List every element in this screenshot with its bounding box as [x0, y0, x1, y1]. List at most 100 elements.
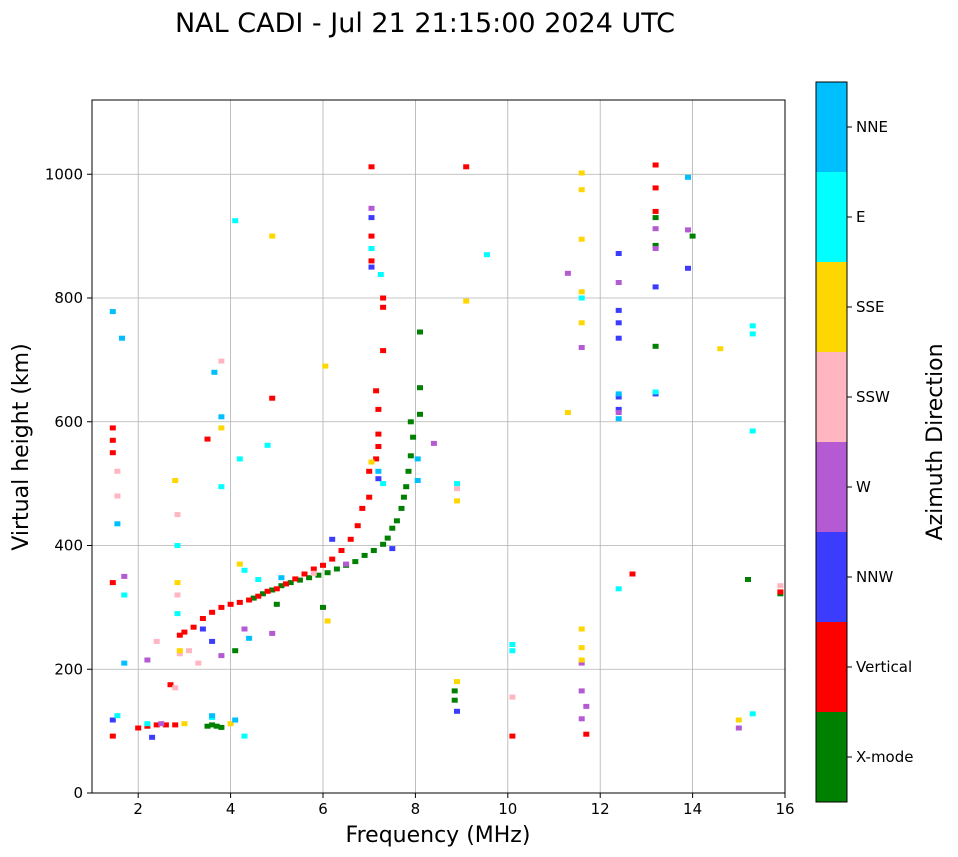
echo-point [172, 685, 179, 691]
echo-point [287, 580, 294, 586]
echo-point [375, 468, 382, 474]
echo-point [368, 233, 375, 239]
echo-point [366, 494, 373, 500]
echo-point [121, 592, 128, 598]
echo-point [211, 369, 218, 375]
echo-point [375, 444, 382, 449]
echo-point [361, 552, 368, 558]
echo-point [400, 494, 407, 500]
echo-point [370, 548, 377, 553]
echo-point [354, 523, 361, 529]
echo-point [454, 708, 460, 714]
echo-point [186, 648, 192, 654]
echo-point [451, 697, 458, 703]
echo-point [615, 307, 622, 313]
echo-point [255, 593, 262, 599]
echo-point [389, 525, 396, 531]
echo-point [241, 733, 248, 739]
echo-point [227, 721, 234, 727]
echo-point [749, 428, 756, 434]
echo-point [246, 597, 253, 603]
echo-point [209, 609, 216, 615]
echo-point [368, 164, 375, 170]
echo-point [241, 626, 248, 632]
echo-point [368, 264, 375, 270]
echo-point [338, 548, 345, 553]
echo-point [749, 711, 756, 717]
echo-point [114, 713, 121, 719]
echo-point [615, 406, 622, 412]
echo-point [172, 722, 179, 728]
echo-point [273, 601, 280, 607]
echo-point [615, 394, 622, 400]
echo-point [232, 218, 239, 224]
echo-point [153, 638, 160, 644]
echo-point [109, 309, 116, 315]
echo-point [578, 660, 585, 666]
colorbar-frame [815, 81, 848, 803]
echo-point [250, 595, 257, 601]
echo-point [209, 722, 216, 728]
echo-point [578, 688, 585, 694]
echo-point [144, 721, 151, 727]
echo-point [717, 346, 724, 352]
echo-point [199, 626, 206, 632]
echo-point [209, 638, 216, 644]
echo-point [735, 717, 742, 723]
echo-point [454, 486, 460, 492]
echo-point [174, 611, 181, 617]
chart-title: NAL CADI - Jul 21 21:15:00 2024 UTC [175, 8, 675, 39]
echo-point [333, 566, 340, 572]
echo-point [149, 734, 156, 740]
echo-point [172, 478, 179, 483]
echo-point [315, 572, 322, 578]
x-tick-label: 2 [133, 800, 143, 818]
echo-point [652, 343, 659, 349]
echo-point [368, 258, 375, 264]
echo-point [109, 425, 116, 431]
echo-point [347, 536, 354, 542]
echo-point [218, 604, 225, 610]
colorbar-tick-label: W [856, 478, 871, 496]
x-tick-label: 10 [498, 800, 517, 818]
echo-point [162, 722, 169, 728]
echo-point [121, 660, 128, 666]
echo-point [213, 723, 220, 729]
echo-point [454, 498, 460, 504]
echo-point [652, 389, 659, 395]
echo-point [414, 478, 421, 483]
colorbar-segment [816, 262, 847, 352]
echo-point [241, 567, 248, 573]
echo-point [578, 645, 585, 651]
echo-point [451, 688, 458, 694]
echo-point [218, 724, 225, 730]
x-axis: 2 4 6 8 10 12 14 16 [133, 793, 795, 818]
series-nnw [109, 215, 691, 740]
echo-point [417, 329, 423, 335]
echo-point [615, 251, 622, 256]
echo-point [301, 571, 308, 577]
echo-point [380, 348, 387, 354]
echo-point [398, 505, 405, 511]
echo-point [403, 484, 410, 490]
echo-point [204, 723, 211, 729]
echo-point [209, 713, 216, 719]
echo-point [135, 725, 142, 731]
echo-point [368, 459, 375, 465]
echo-point [366, 468, 373, 474]
echo-point [652, 242, 659, 248]
colorbar-tick-label: NNE [856, 118, 888, 136]
echo-point [414, 456, 421, 462]
echo-point [652, 185, 659, 191]
echo-point [777, 589, 784, 595]
echo-point [484, 252, 490, 258]
echo-point [373, 456, 380, 462]
echo-point [218, 414, 225, 420]
echo-point [174, 592, 181, 598]
echo-point [144, 657, 151, 663]
echo-point [685, 174, 691, 180]
echo-point [615, 410, 622, 415]
colorbar: X-mode Vertical NNW W SSW SSE E NNE [815, 81, 913, 803]
echo-point [749, 323, 756, 329]
echo-point [329, 556, 336, 562]
